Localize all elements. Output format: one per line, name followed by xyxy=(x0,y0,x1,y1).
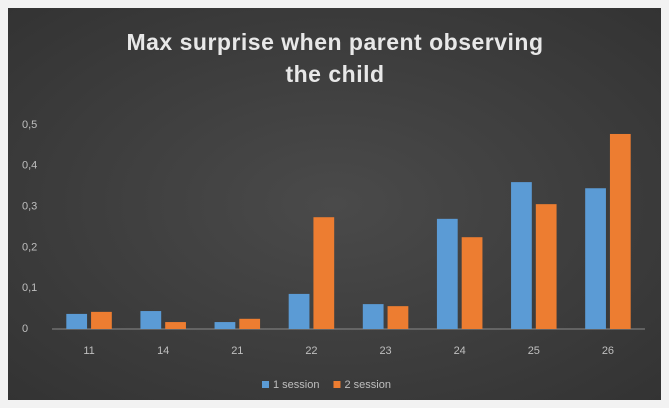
legend-swatch xyxy=(333,381,341,388)
bar xyxy=(140,311,162,329)
chart-title: Max surprise when parent observing the c… xyxy=(126,29,544,87)
bar xyxy=(214,322,236,329)
y-tick-label: 0,3 xyxy=(22,201,37,213)
bar xyxy=(387,306,409,329)
x-tick-label: 11 xyxy=(83,345,94,357)
y-tick-label: 0,1 xyxy=(22,282,37,294)
bar xyxy=(535,204,557,329)
bar xyxy=(362,304,384,329)
bar xyxy=(436,218,458,329)
bar xyxy=(585,188,606,329)
x-tick-label: 22 xyxy=(305,345,317,357)
x-tick-label: 23 xyxy=(379,345,391,357)
bar xyxy=(313,217,335,329)
x-tick-label: 24 xyxy=(454,345,466,357)
y-tick-label: 0,2 xyxy=(22,241,37,253)
bar xyxy=(165,322,186,329)
legend-label: 2 session xyxy=(344,379,390,391)
bar xyxy=(91,311,112,329)
bar xyxy=(288,293,310,329)
legend-label: 1 session xyxy=(273,379,319,391)
x-tick-label: 26 xyxy=(602,345,614,357)
chart-area xyxy=(8,8,661,400)
legend-swatch xyxy=(262,381,269,388)
bar xyxy=(609,133,631,329)
bar xyxy=(239,318,261,329)
x-tick-label: 25 xyxy=(528,345,540,357)
y-tick-label: 0,5 xyxy=(22,119,37,131)
bar xyxy=(66,313,88,329)
bar xyxy=(511,182,532,329)
y-tick-label: 0 xyxy=(22,323,28,335)
bar xyxy=(461,237,483,329)
x-tick-label: 14 xyxy=(157,345,169,357)
x-tick-label: 21 xyxy=(231,345,243,357)
y-tick-label: 0,4 xyxy=(22,160,37,172)
